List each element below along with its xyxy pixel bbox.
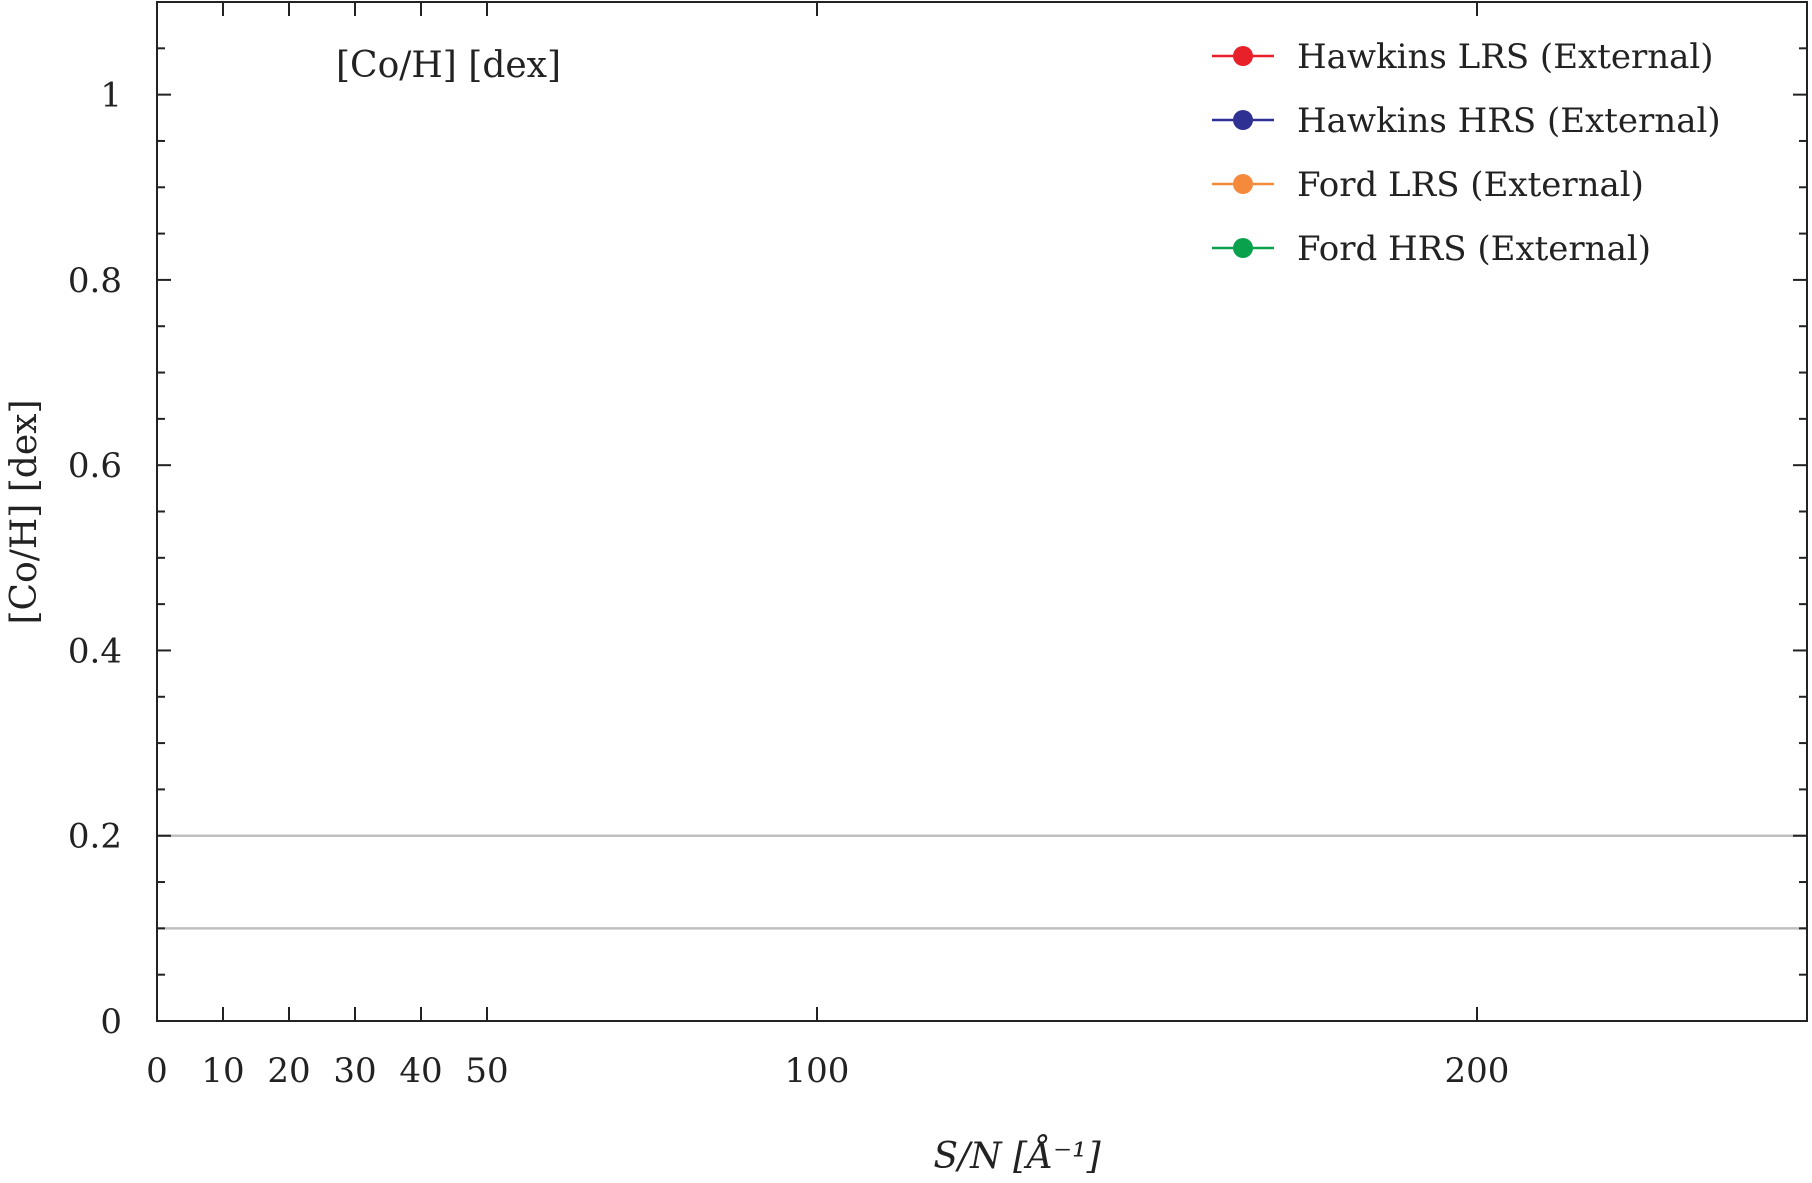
x-tick-label: 100	[785, 1051, 850, 1091]
x-tick-label: 200	[1445, 1051, 1510, 1091]
y-tick-labels: 0 0.2 0.4 0.6 0.8 1	[68, 76, 122, 1042]
legend-marker	[1233, 174, 1253, 194]
legend-entry: Ford LRS (External)	[1212, 165, 1644, 205]
x-tick-label: 30	[333, 1051, 376, 1091]
y-tick-label: 0.8	[68, 261, 122, 301]
y-tick-label: 1	[100, 76, 122, 116]
x-tick-label: 20	[267, 1051, 310, 1091]
legend-entry: Hawkins LRS (External)	[1212, 37, 1714, 77]
x-tick-label: 40	[399, 1051, 442, 1091]
legend-marker	[1233, 46, 1253, 66]
legend-label: Ford HRS (External)	[1297, 229, 1651, 269]
legend: Hawkins LRS (External) Hawkins HRS (Exter…	[1212, 37, 1721, 269]
reference-lines	[157, 834, 1807, 930]
x-tick-label: 50	[465, 1051, 508, 1091]
y-axis-title: [Co/H] [dex]	[4, 399, 45, 624]
x-tick-label: 10	[201, 1051, 244, 1091]
x-tick-label: 0	[146, 1051, 168, 1091]
axis-ticks	[156, 1, 1807, 1022]
legend-entry: Ford HRS (External)	[1212, 229, 1651, 269]
legend-entry: Hawkins HRS (External)	[1212, 101, 1721, 141]
x-axis-title: S/N [Å⁻¹]	[933, 1135, 1101, 1177]
y-tick-label: 0.6	[68, 446, 122, 486]
legend-marker	[1233, 110, 1253, 130]
panel-label: [Co/H] [dex]	[336, 45, 561, 86]
plot-frame	[156, 1, 1808, 1022]
legend-label: Hawkins HRS (External)	[1297, 101, 1721, 141]
legend-label: Hawkins LRS (External)	[1297, 37, 1714, 77]
legend-marker	[1233, 238, 1253, 258]
y-tick-label: 0	[100, 1002, 122, 1042]
y-tick-label: 0.4	[68, 631, 122, 671]
legend-label: Ford LRS (External)	[1297, 165, 1644, 205]
x-tick-labels: 0 10 20 30 40 50 100 200	[146, 1051, 1509, 1091]
y-tick-label: 0.2	[68, 817, 122, 857]
